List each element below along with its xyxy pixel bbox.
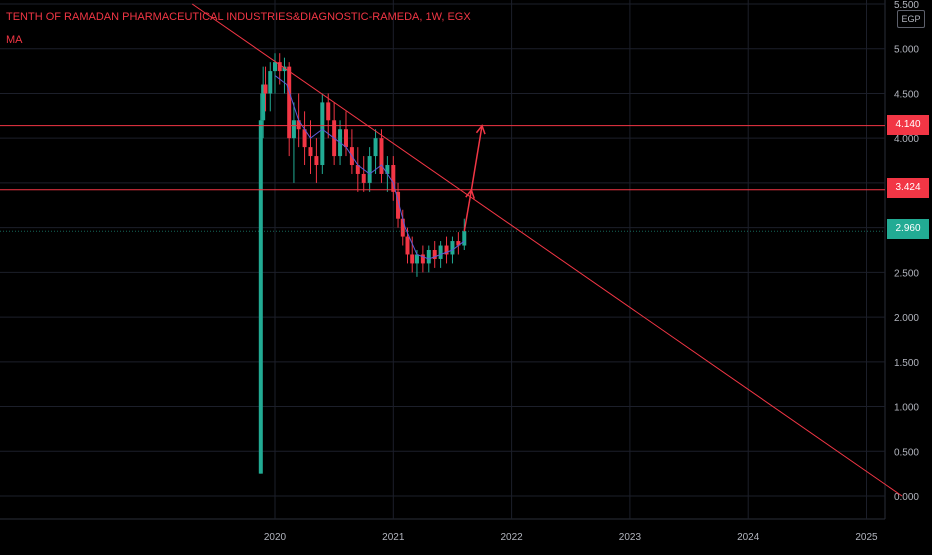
projection-arrow: [463, 189, 473, 232]
candle-body: [420, 254, 425, 264]
y-tick-label: 4.000: [894, 134, 919, 145]
grid: [0, 0, 886, 520]
y-tick-label: 1.000: [894, 403, 919, 414]
x-tick-label: 2021: [382, 532, 405, 543]
candle-body: [450, 241, 455, 255]
y-tick-label: 0.000: [894, 492, 919, 503]
trendline: [191, 3, 903, 497]
y-tick-label: 2.000: [894, 313, 919, 324]
y-axis[interactable]: 5.5005.0004.5004.0003.5003.0002.5002.000…: [894, 0, 919, 503]
ma-line: [274, 75, 465, 260]
candle-body: [291, 120, 296, 139]
candle-body: [410, 254, 415, 264]
candle-body: [277, 62, 282, 72]
moving-average: [274, 75, 465, 260]
candle-body: [432, 250, 437, 259]
candle-body: [355, 165, 360, 174]
ma-indicator-label[interactable]: MA: [6, 34, 23, 46]
candle-body: [426, 250, 431, 264]
price-tag-last-price: 2.960: [887, 219, 929, 239]
candle-body: [268, 71, 273, 94]
candle-body: [385, 165, 390, 174]
projection-arrow-head: [475, 124, 486, 135]
chart-title: TENTH OF RAMADAN PHARMACEUTICAL INDUSTRI…: [6, 11, 471, 23]
candle-body: [396, 191, 401, 219]
candle-body: [343, 129, 348, 148]
price-tag-upper-level: 4.140: [887, 115, 929, 135]
candle-body: [287, 66, 292, 139]
candle-body: [456, 241, 461, 246]
projection-arrow: [470, 125, 483, 191]
y-tick-label: 4.500: [894, 89, 919, 100]
candle-body: [320, 102, 325, 166]
drawings: [0, 3, 903, 497]
candle-body: [326, 102, 331, 121]
candle-body: [373, 138, 378, 157]
price-tag-lower-level: 3.424: [887, 178, 929, 198]
currency-badge[interactable]: EGP: [897, 10, 925, 28]
x-tick-label: 2023: [619, 532, 642, 543]
candle-body: [462, 231, 467, 246]
x-tick-label: 2022: [500, 532, 523, 543]
candle-body: [367, 156, 372, 183]
candle-body: [263, 84, 268, 94]
candle-body: [391, 165, 396, 192]
candles: [258, 53, 467, 474]
candle-body: [261, 84, 266, 121]
candle-body: [414, 254, 419, 264]
candle-body: [302, 129, 307, 148]
candle-body: [314, 156, 319, 166]
candle-body: [361, 173, 366, 183]
candle-body: [258, 120, 263, 474]
candle-body: [273, 62, 277, 72]
y-tick-label: 2.500: [894, 268, 919, 279]
candle-body: [296, 120, 301, 130]
x-tick-label: 2025: [855, 532, 878, 543]
candle-body: [438, 245, 443, 259]
x-tick-label: 2024: [737, 532, 760, 543]
candle-body: [444, 245, 449, 255]
y-tick-label: 0.500: [894, 447, 919, 458]
y-tick-label: 5.500: [894, 0, 919, 11]
candle-body: [400, 218, 405, 237]
y-tick-label: 5.000: [894, 45, 919, 56]
candle-body: [379, 138, 384, 174]
candle-body: [282, 66, 287, 72]
y-tick-label: 1.500: [894, 358, 919, 369]
x-axis[interactable]: 2020 2021 2022 2023 2024 2025: [264, 532, 878, 543]
candle-body: [405, 236, 410, 255]
candle-body: [308, 147, 313, 157]
x-tick-label: 2020: [264, 532, 287, 543]
